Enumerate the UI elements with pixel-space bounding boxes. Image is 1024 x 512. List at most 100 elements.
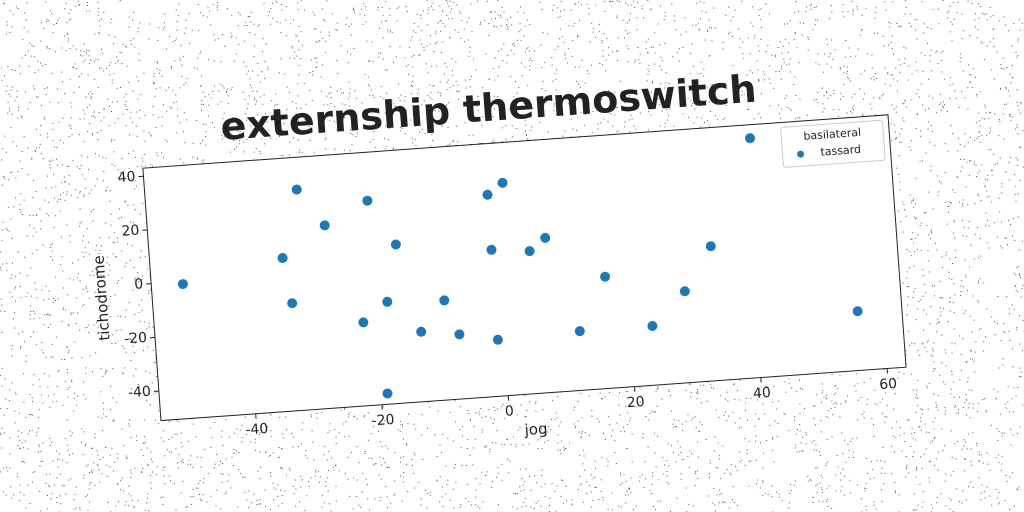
noise-dot [429,129,431,131]
noise-dot [805,6,807,8]
noise-dot [804,407,805,409]
noise-dot [891,74,893,76]
noise-dot [592,500,594,501]
noise-dot [85,96,87,98]
noise-dot [577,420,579,422]
noise-dot [695,471,696,473]
noise-dot [567,103,569,105]
noise-dot [924,284,926,286]
noise-dot [199,53,201,55]
noise-dot [283,123,285,125]
noise-dot [163,26,165,28]
noise-dot [920,408,922,410]
noise-dot [88,297,90,299]
noise-dot [1019,277,1021,279]
noise-dot [314,475,316,477]
noise-dot [928,461,930,463]
noise-dot [222,34,224,35]
noise-dot [947,12,949,14]
noise-dot [183,131,184,133]
noise-dot [421,104,423,106]
noise-dot [52,259,53,261]
noise-dot [687,98,689,100]
noise-dot [208,115,209,117]
noise-dot [32,197,34,198]
noise-dot [1016,327,1018,329]
noise-dot [1,367,3,369]
noise-dot [207,6,209,8]
noise-dot [960,295,962,297]
noise-dot [638,59,640,61]
noise-dot [455,80,457,82]
noise-dot [742,52,744,54]
noise-dot [737,79,738,81]
noise-dot [642,437,644,438]
noise-dot [641,8,643,10]
noise-dot [952,83,954,85]
noise-dot [940,493,942,495]
noise-dot [635,505,637,507]
noise-dot [905,354,907,356]
noise-dot [525,416,527,418]
noise-dot [785,39,786,41]
noise-dot [0,407,2,409]
noise-dot [266,121,268,123]
noise-dot [932,355,934,357]
noise-dot [883,483,885,485]
noise-dot [35,214,37,216]
noise-dot [73,92,75,94]
noise-dot [550,429,552,431]
noise-dot [891,427,893,429]
noise-dot [85,367,87,369]
noise-dot [367,439,369,441]
noise-dot [429,494,431,496]
noise-dot [1013,308,1015,310]
noise-dot [948,497,950,499]
noise-dot [222,118,224,120]
noise-dot [516,508,518,510]
noise-dot [23,27,25,29]
noise-dot [230,135,232,137]
noise-dot [99,250,101,252]
noise-dot [704,121,705,123]
noise-dot [199,480,201,482]
noise-dot [799,450,801,452]
noise-dot [398,6,400,8]
noise-dot [49,437,51,439]
noise-dot [74,63,76,65]
noise-dot [672,423,674,425]
noise-dot [412,465,413,466]
noise-dot [165,139,167,141]
noise-dot [753,118,755,120]
noise-dot [321,90,322,92]
noise-dot [598,421,600,423]
noise-dot [657,500,659,502]
noise-dot [625,30,627,32]
noise-dot [696,2,698,4]
noise-dot [365,6,366,8]
noise-dot [736,505,738,507]
noise-dot [90,189,92,191]
noise-dot [129,333,131,335]
noise-dot [224,493,226,495]
noise-dot [745,410,746,412]
noise-dot [993,153,995,155]
noise-dot [95,271,97,273]
noise-dot [435,31,437,33]
noise-dot [449,11,451,13]
noise-dot [525,468,527,470]
noise-dot [990,16,992,18]
noise-dot [66,419,68,421]
noise-dot [913,265,915,267]
noise-dot [840,403,842,405]
noise-dot [812,501,814,503]
noise-dot [83,304,85,306]
noise-dot [220,61,222,63]
noise-dot [824,53,825,55]
noise-dot [1003,68,1005,70]
noise-dot [914,19,916,20]
noise-dot [921,409,923,410]
noise-dot [611,435,612,437]
noise-dot [292,47,294,49]
noise-dot [397,110,399,112]
